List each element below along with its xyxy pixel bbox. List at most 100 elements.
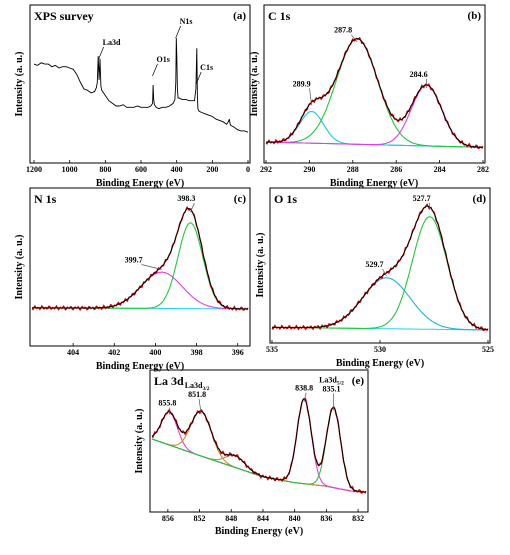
panel-b-label: (b) [468,10,482,22]
panel-b-xtick-label: 292 [260,165,272,174]
panel-e-component-2 [151,410,367,493]
panel-c: N 1s (c) Binding Energy (eV) Intensity (… [14,187,251,372]
panel-c-xtick-label: 402 [108,348,120,357]
panel-e-component-4 [151,398,367,493]
panel-b-peak-label: 284.6 [410,70,428,79]
panel-c-xtick-label: 400 [149,348,161,357]
panel-b-frame [263,4,486,164]
panel-b-xtick-label: 290 [303,165,315,174]
panel-e-baseline [151,438,367,493]
panel-b-data [265,36,484,149]
panel-c-peak-label: 398.3 [177,194,195,203]
annotation-c1s: C1s [200,63,213,72]
annotation-leader [98,46,104,60]
panel-a-xtick-label: 1000 [62,165,78,174]
annotation-leader [152,63,158,77]
panel-c-envelope [32,207,248,310]
panel-e-component-1 [151,411,367,493]
panel-a-xlabel: Binding Energy (eV) [96,178,184,189]
panel-a-xtick-label: 800 [99,165,111,174]
panel-b: C 1s (b) Binding Energy (eV) Intensity (… [249,4,489,189]
panel-c-frame [29,187,251,347]
panel-e-data [151,397,367,494]
panel-e-xlabel: Binding Energy (eV) [215,526,303,537]
panel-a-spectrum [33,37,249,133]
panel-e: La 3d (e) Binding Energy (eV) Intensity … [134,369,369,537]
panel-e-peak-label: 838.8 [295,384,313,393]
panel-a-xtick-label: 0 [246,165,250,174]
panel-b-peak-label: 287.8 [334,26,352,35]
panel-e-component-5 [151,406,367,493]
panel-d: O 1s (d) Binding Energy (eV) Intensity (… [255,187,494,369]
panel-d-xlabel: Binding Energy (eV) [336,358,424,369]
panel-d-xtick-label: 535 [266,345,278,354]
panel-d-component-1 [272,277,488,331]
panel-c-peak-label: 399.7 [125,256,143,265]
panel-e-peak-leader [198,399,202,415]
panel-c-peak-leader [190,203,195,213]
panel-b-component-3 [266,84,483,148]
panel-e-label: (e) [352,375,365,387]
panel-e-xtick-label: 832 [352,514,364,523]
panel-a-xtick-label: 200 [206,165,218,174]
panel-b-envelope [266,38,483,148]
panel-d-xtick-label: 530 [374,345,386,354]
panel-c-peak-leader [141,264,162,270]
panel-d-xtick-label: 525 [482,345,494,354]
panel-c-xtick-label: 396 [232,348,244,357]
panel-e-peak-label: 855.8 [158,399,176,408]
panel-e-xtick-label: 840 [289,514,301,523]
panel-c-xlabel: Binding Energy (eV) [96,361,184,372]
panel-d-peak-label: 527.7 [413,194,431,203]
panel-c-component-1 [32,271,248,310]
annotation-o1s: O1s [156,55,169,64]
panel-b-xtick-label: 284 [434,165,446,174]
panel-a-xtick-label: 600 [135,165,147,174]
annotation-leader [195,71,202,85]
annotation-la3d: La3d [103,38,121,47]
panel-e-envelope [151,398,367,493]
panel-d-peak-leader [382,268,387,277]
panel-b-component-2 [266,38,484,148]
panel-a-title: XPS survey [34,9,94,23]
panel-a-frame [29,4,251,164]
panel-e-peak-label: 851.8 [188,390,206,399]
panel-e-component-3 [151,438,367,493]
panel-d-component-2 [272,216,489,331]
annotation-leader [175,25,181,39]
panel-b-peak-label: 289.9 [293,79,311,88]
panel-d-ylabel: Intensity (a. u.) [255,232,266,297]
panel-e-peak-assignment: La3d5/2 [319,375,344,386]
panel-b-peak-leader [350,34,358,42]
panel-e-xtick-label: 844 [257,514,269,523]
panel-e-peak-label: 835.1 [323,384,341,393]
panel-b-title: C 1s [268,9,291,23]
panel-e-xtick-label: 848 [225,514,237,523]
panel-b-ylabel: Intensity (a. u.) [249,51,260,116]
panel-b-xlabel: Binding Energy (eV) [330,178,418,189]
panel-a-xtick-label: 400 [171,165,183,174]
panel-b-peak-leader [309,88,312,106]
panel-d-title: O 1s [274,192,297,206]
panel-c-xtick-label: 404 [67,348,79,357]
panel-d-envelope [272,205,489,331]
panel-e-frame [149,369,369,513]
panel-e-ylabel: Intensity (a. u.) [134,408,145,473]
panel-d-peak-label: 529.7 [365,260,383,269]
panel-b-xtick-label: 282 [477,165,489,174]
panel-a: XPS survey (a) Binding Energy (eV) Inten… [14,4,251,189]
panel-a-ylabel: Intensity (a. u.) [14,51,25,116]
panel-a-xtick-label: 1200 [26,165,42,174]
panel-c-xtick-label: 398 [191,348,203,357]
annotation-n1s: N1s [180,17,193,26]
panel-e-peak-leader [303,392,307,402]
panel-e-xtick-label: 852 [194,514,206,523]
panel-c-title: N 1s [34,192,57,206]
panel-b-xtick-label: 286 [390,165,402,174]
panel-e-title: La 3d [154,374,184,388]
panel-b-xtick-label: 288 [347,165,359,174]
panel-e-xtick-label: 856 [162,514,174,523]
panel-d-label: (d) [473,193,487,205]
panel-e-xtick-label: 836 [320,514,332,523]
